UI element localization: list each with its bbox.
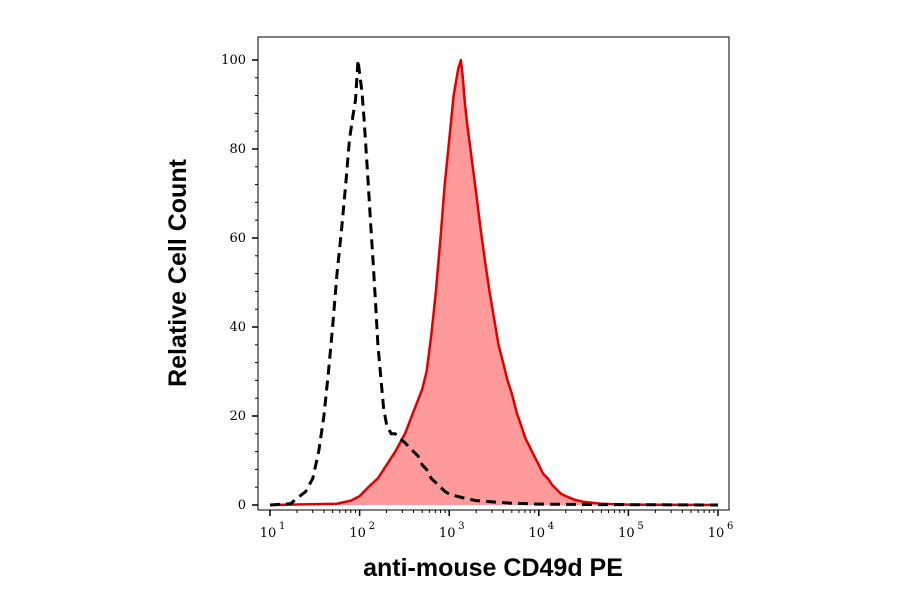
x-tick-label: 10 (349, 526, 366, 541)
x-tick-exponent: 5 (637, 521, 643, 532)
y-axis-title: Relative Cell Count (164, 158, 192, 386)
x-tick-exponent: 2 (369, 521, 375, 532)
y-tick-label: 20 (229, 409, 246, 424)
x-tick-exponent: 6 (727, 521, 733, 532)
x-tick-label: 10 (708, 526, 725, 541)
stained-histogram-line (269, 58, 719, 507)
x-tick-label: 10 (260, 526, 277, 541)
y-tick-label: 40 (229, 320, 246, 335)
plot-content (269, 58, 719, 507)
x-tick-label: 10 (439, 526, 456, 541)
x-tick-exponent: 3 (458, 521, 464, 532)
y-axis-ticks: 0 20 40 60 80 100 (221, 53, 258, 513)
y-tick-label: 100 (221, 53, 246, 68)
x-tick-label: 10 (618, 526, 635, 541)
stained-histogram-fill (270, 60, 718, 505)
x-tick-exponent: 1 (279, 521, 285, 532)
x-tick-exponent: 4 (548, 521, 554, 532)
x-tick-label: 10 (529, 526, 546, 541)
control-histogram-line (269, 58, 719, 507)
x-axis-title: anti-mouse CD49d PE (363, 554, 623, 582)
x-axis-ticks: 10 1 10 2 10 3 10 4 10 5 10 6 (260, 510, 733, 541)
y-tick-label: 0 (238, 498, 246, 513)
y-tick-label: 80 (229, 142, 246, 157)
y-tick-label: 60 (229, 231, 246, 246)
